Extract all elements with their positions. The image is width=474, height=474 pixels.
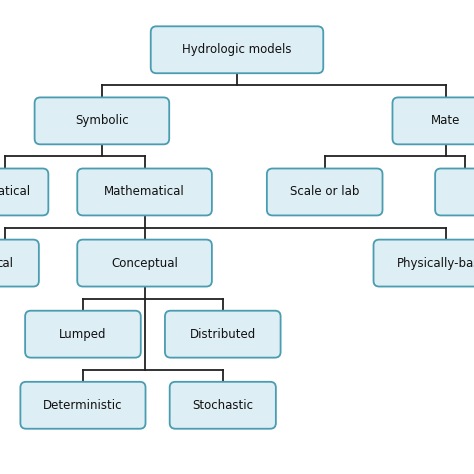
FancyBboxPatch shape <box>165 311 281 357</box>
Text: Deterministic: Deterministic <box>43 399 123 412</box>
Text: Symbolic: Symbolic <box>75 114 129 128</box>
FancyBboxPatch shape <box>0 240 39 286</box>
FancyBboxPatch shape <box>25 311 141 357</box>
Text: Stochastic: Stochastic <box>192 399 253 412</box>
Text: Lumped: Lumped <box>59 328 107 341</box>
Text: Mate: Mate <box>431 114 460 128</box>
Text: Physically-based: Physically-based <box>396 256 474 270</box>
Text: Distributed: Distributed <box>190 328 256 341</box>
FancyBboxPatch shape <box>374 240 474 286</box>
FancyBboxPatch shape <box>77 240 212 286</box>
FancyBboxPatch shape <box>151 27 323 73</box>
Text: cal: cal <box>0 256 13 270</box>
FancyBboxPatch shape <box>392 98 474 144</box>
FancyBboxPatch shape <box>0 169 48 215</box>
Text: Scale or lab: Scale or lab <box>290 185 359 199</box>
FancyBboxPatch shape <box>435 169 474 215</box>
Text: Conceptual: Conceptual <box>111 256 178 270</box>
FancyBboxPatch shape <box>170 382 276 428</box>
Text: ematical: ematical <box>0 185 30 199</box>
FancyBboxPatch shape <box>267 169 383 215</box>
FancyBboxPatch shape <box>20 382 146 428</box>
FancyBboxPatch shape <box>35 98 169 144</box>
FancyBboxPatch shape <box>77 169 212 215</box>
Text: Mathematical: Mathematical <box>104 185 185 199</box>
Text: Hydrologic models: Hydrologic models <box>182 43 292 56</box>
